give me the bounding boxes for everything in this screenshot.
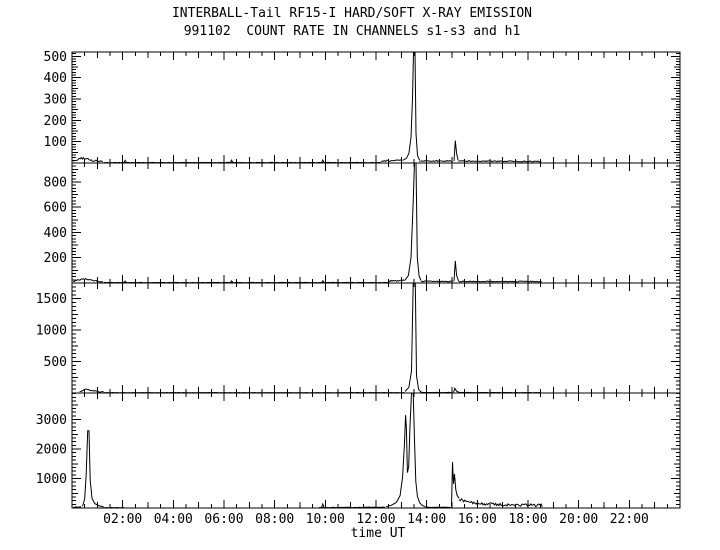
panel-frame [71, 162, 681, 284]
trace-s3-seg2 [404, 282, 422, 393]
trace-s1-seg5 [380, 159, 402, 163]
x-tick-label: 20:00 [559, 512, 598, 527]
panel-ticks [72, 393, 680, 508]
y-tick-label: 400 [44, 71, 67, 86]
panel-s2: 200 400 600 800 [44, 162, 681, 284]
trace-s2-seg5 [388, 279, 405, 283]
trace-h1-seg1 [82, 430, 104, 508]
x-tick-label: 10:00 [306, 512, 345, 527]
trace-h1-seg5 [385, 392, 426, 508]
trace-s2-seg9 [458, 280, 542, 283]
figure-subtitle: 991102 COUNT RATE IN CHANNELS s1-s3 and … [183, 24, 521, 39]
trace-h1-seg4 [318, 506, 386, 509]
x-axis-labels: 02:00 04:00 06:00 08:00 10:00 12:00 14:00 16:00… [103, 512, 649, 541]
x-axis-title: time UT [351, 526, 406, 541]
y-tick-label: 500 [44, 50, 67, 65]
panel-s3: 500 1000 1500 [36, 282, 681, 394]
y-tick-label: 3000 [36, 413, 67, 428]
y-tick-label: 2000 [36, 443, 67, 458]
panel-s1: 100 200 300 400 500 [44, 50, 681, 164]
panel-h1: 1000 2000 3000 [36, 392, 681, 509]
y-tick-label: 800 [44, 175, 67, 190]
trace-s3-seg0 [79, 388, 104, 393]
trace-s1-seg7 [419, 159, 453, 163]
trace-s2-seg3 [229, 280, 234, 283]
trace-s2-seg0 [73, 277, 104, 283]
x-tick-label: 12:00 [356, 512, 395, 527]
trace-s2-seg6 [404, 162, 422, 281]
y-tick-label: 300 [44, 93, 67, 108]
trace-s1-seg0 [73, 156, 103, 163]
trace-s1-seg3 [229, 159, 234, 163]
panel-frame [71, 392, 681, 509]
figure-title: INTERBALL-Tail RF15-I HARD/SOFT X-RAY EM… [171, 6, 533, 21]
panel-frame [71, 51, 681, 164]
trace-s1-seg2 [123, 159, 127, 163]
trace-s1-seg4 [321, 158, 325, 163]
y-tick-label: 600 [44, 201, 67, 216]
trace-h1-seg0 [73, 506, 82, 509]
y-tick-label: 400 [44, 226, 67, 241]
trace-s1-seg8 [453, 140, 459, 162]
trace-s2-seg8 [453, 260, 460, 282]
y-tick-label: 200 [44, 114, 67, 129]
x-tick-label: 08:00 [255, 512, 294, 527]
x-tick-label: 16:00 [458, 512, 497, 527]
panel-ticks [72, 52, 680, 163]
x-tick-label: 18:00 [508, 512, 547, 527]
x-tick-label: 06:00 [204, 512, 243, 527]
x-tick-label: 02:00 [103, 512, 142, 527]
panel-ticks [72, 163, 680, 283]
y-tick-label: 1000 [36, 472, 67, 487]
trace-h1-seg7 [451, 461, 460, 507]
y-tick-label: 500 [44, 355, 67, 370]
panel-ticks [72, 283, 680, 393]
x-tick-label: 04:00 [154, 512, 193, 527]
trace-s2-seg4 [321, 279, 325, 283]
trace-s1-seg6 [402, 51, 421, 161]
trace-h1-seg8 [458, 498, 543, 508]
x-tick-label: 22:00 [610, 512, 649, 527]
trace-s2-seg2 [123, 280, 127, 283]
y-tick-label: 200 [44, 251, 67, 266]
trace-s2-seg7 [421, 280, 454, 283]
trace-s1-seg9 [458, 160, 542, 163]
x-tick-label: 14:00 [407, 512, 446, 527]
trace-h1-seg3 [321, 502, 325, 508]
y-tick-label: 100 [44, 135, 67, 150]
trace-s3-seg4 [453, 387, 460, 393]
y-tick-label: 1500 [36, 292, 67, 307]
panel-frame [71, 282, 681, 394]
y-tick-label: 1000 [36, 324, 67, 339]
